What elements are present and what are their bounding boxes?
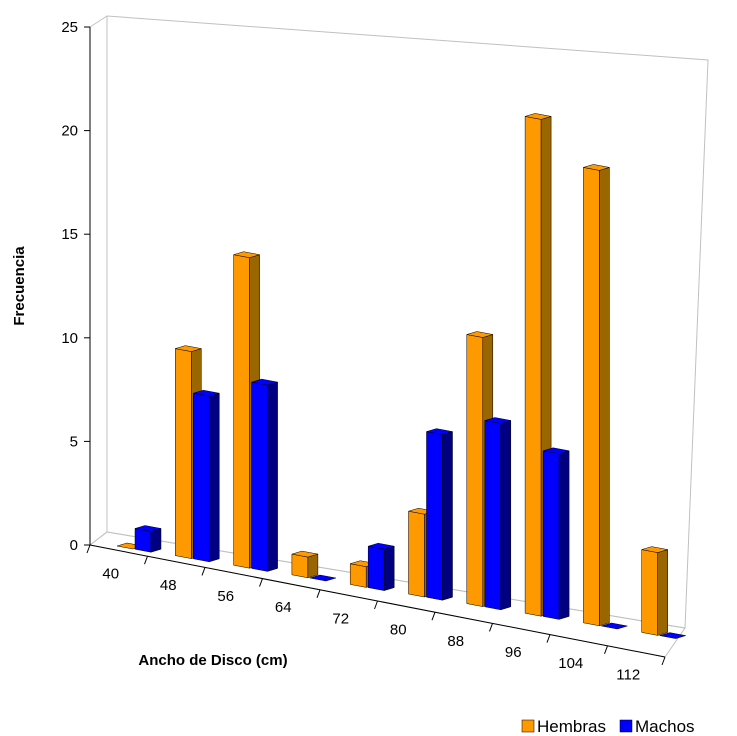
bar-top xyxy=(233,251,260,258)
x-tick-mark xyxy=(144,556,148,565)
x-tick-mark xyxy=(604,645,608,654)
x-tick-label: 72 xyxy=(332,610,349,627)
bar-front xyxy=(408,510,425,598)
x-tick-label: 104 xyxy=(558,655,583,672)
bar-top xyxy=(426,428,453,435)
x-tick-mark xyxy=(431,612,436,621)
x-tick-label: 88 xyxy=(447,633,464,650)
depth-edge-top xyxy=(89,15,108,28)
legend-swatch-machos xyxy=(619,719,633,733)
bar-top xyxy=(583,164,610,171)
bar-top xyxy=(251,378,278,386)
bar-side xyxy=(558,450,570,620)
bar-front xyxy=(175,348,192,559)
chart-walls xyxy=(88,15,709,658)
bar-machos xyxy=(134,525,162,553)
y-axis-title: Frecuencia xyxy=(11,246,28,326)
bar-machos xyxy=(309,574,336,582)
x-axis-title: Ancho de Disco (cm) xyxy=(138,652,287,669)
bar-top xyxy=(484,417,511,424)
x-axis: 40 48 56 64 72 80 88 96 104 112 xyxy=(86,544,666,683)
x-tick-label: 56 xyxy=(217,588,234,605)
bar-side xyxy=(267,381,278,572)
bar-front xyxy=(426,431,443,601)
bar-side xyxy=(599,167,610,627)
x-tick-label: 48 xyxy=(160,577,177,594)
bar-hembras xyxy=(583,164,610,627)
bars xyxy=(116,113,686,639)
x-tick-mark xyxy=(546,634,551,643)
y-tick-label: 20 xyxy=(61,123,78,140)
bar-top xyxy=(291,550,318,558)
bar-top xyxy=(601,622,628,630)
x-tick-label: 80 xyxy=(390,622,407,639)
bar-top xyxy=(175,345,202,352)
bar-front xyxy=(193,392,210,563)
bar-top xyxy=(543,447,570,455)
bar-front xyxy=(291,553,309,579)
bar-machos xyxy=(367,542,395,591)
x-tick-label: 64 xyxy=(275,599,292,616)
y-axis: 0 5 10 15 20 25 xyxy=(61,19,91,554)
bar-hembras xyxy=(641,546,668,636)
x-tick-mark xyxy=(316,589,321,598)
bar-machos xyxy=(542,447,570,620)
x-tick-mark xyxy=(259,578,263,587)
bar-machos xyxy=(659,632,686,639)
x-tick-mark xyxy=(201,567,206,576)
bar-machos xyxy=(484,417,512,611)
bar-top xyxy=(368,542,395,550)
bar-front xyxy=(641,549,658,636)
bar-front xyxy=(233,254,250,569)
bar-side xyxy=(657,549,668,636)
bar-front xyxy=(524,116,542,617)
bar-front xyxy=(466,334,484,607)
bar-machos xyxy=(251,378,278,572)
x-tick-label: 96 xyxy=(505,644,522,661)
bar-top xyxy=(134,525,162,532)
y-tick-label: 10 xyxy=(61,330,78,347)
bar-front xyxy=(484,420,502,611)
x-tick-mark xyxy=(374,600,378,610)
bar-side xyxy=(383,545,395,591)
legend-label-hembras: Hembras xyxy=(537,717,606,736)
bar-side xyxy=(442,431,453,601)
legend-swatch-hembras xyxy=(521,719,535,733)
x-tick-label: 112 xyxy=(616,666,640,683)
bar-top xyxy=(309,574,336,582)
bar-side xyxy=(209,392,220,563)
bar-machos xyxy=(193,389,220,563)
bar-top xyxy=(193,389,220,397)
bar-front xyxy=(134,528,152,553)
y-tick-label: 25 xyxy=(61,19,78,36)
bar-top xyxy=(525,113,552,120)
bar-side xyxy=(150,528,162,553)
bar-machos xyxy=(426,428,453,601)
x-tick-mark xyxy=(489,623,493,632)
x-tick-label: 40 xyxy=(102,566,119,583)
y-tick-label: 15 xyxy=(61,226,78,243)
bar-top xyxy=(466,331,493,338)
y-tick-label: 0 xyxy=(70,537,78,554)
bar-machos xyxy=(601,622,628,630)
bar-front xyxy=(542,450,560,620)
bar-top xyxy=(641,546,668,553)
x-tick-mark xyxy=(661,656,666,666)
bar-front xyxy=(583,167,600,627)
bar-hembras xyxy=(291,550,319,579)
y-tick-label: 5 xyxy=(70,433,78,450)
bar-front xyxy=(251,381,268,572)
bar-side xyxy=(307,553,319,579)
x-tick-mark xyxy=(86,544,91,554)
bar-front xyxy=(349,563,367,588)
bar-top xyxy=(659,632,686,639)
legend-label-machos: Machos xyxy=(635,717,695,736)
bar-front xyxy=(367,545,385,591)
legend: Hembras Machos xyxy=(521,717,695,736)
bar-side xyxy=(500,420,512,611)
